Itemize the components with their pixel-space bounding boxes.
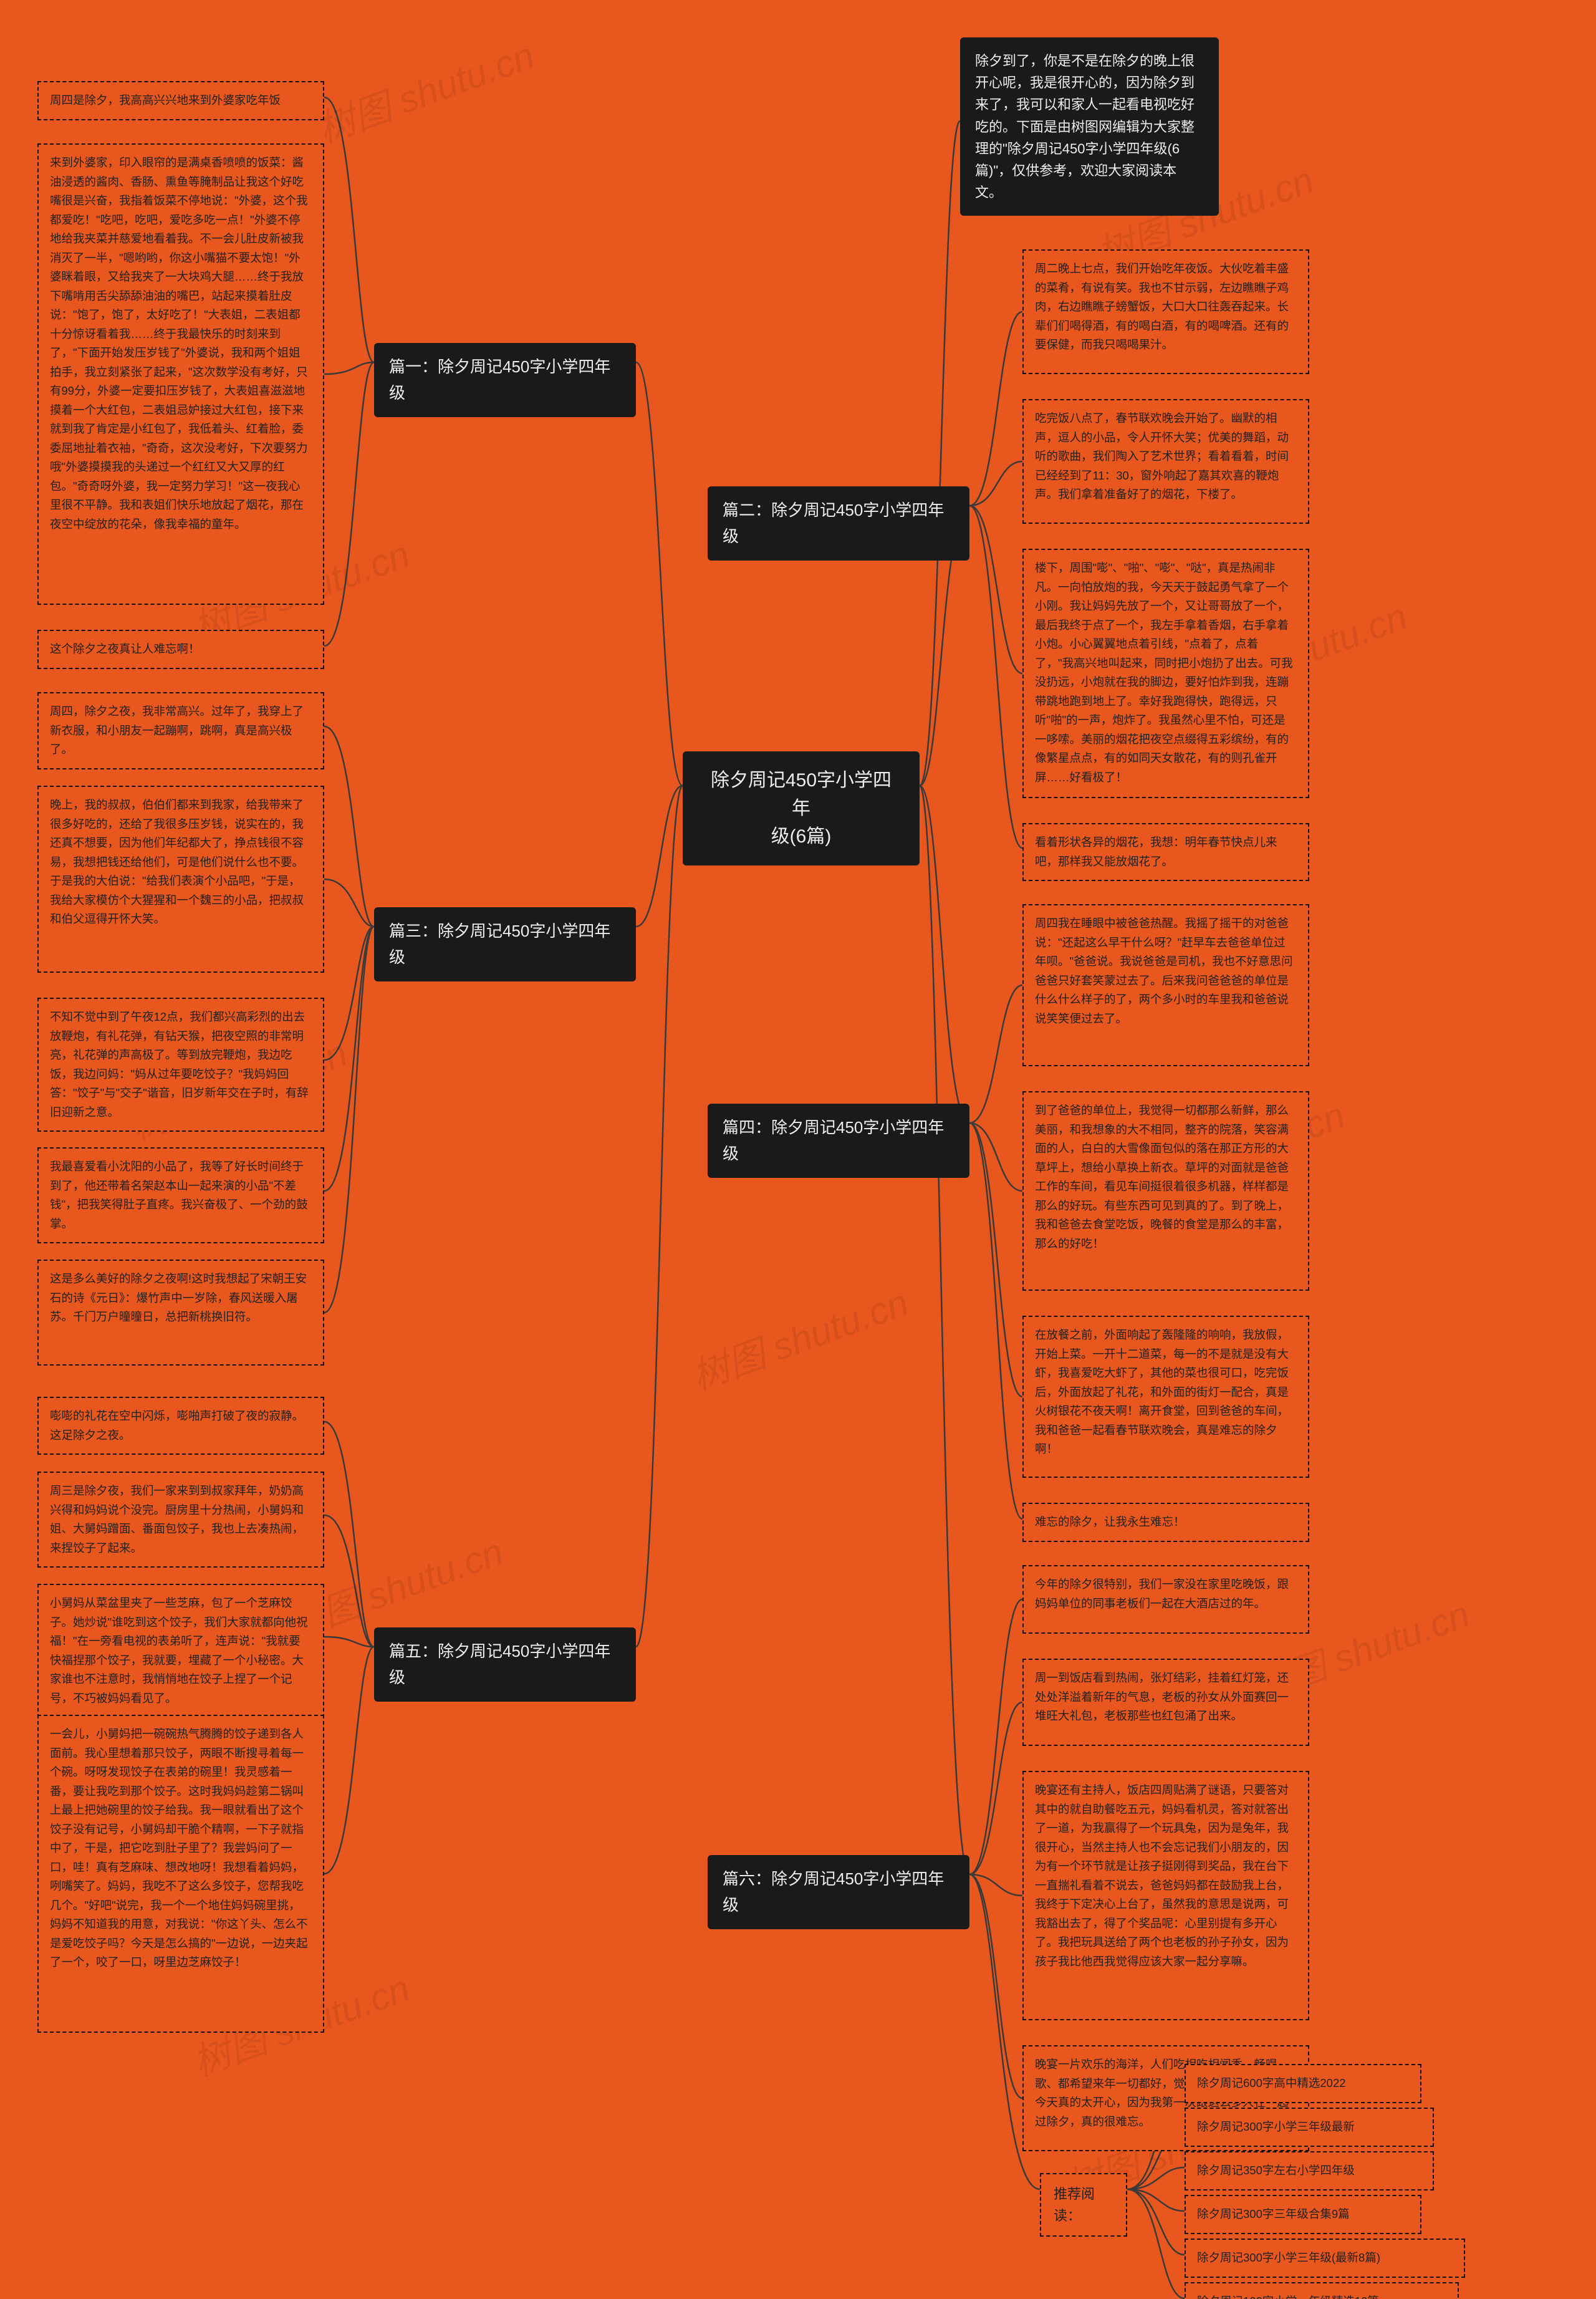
leaf-p6-2: 晚宴还有主持人，饭店四周贴满了谜语，只要答对其中的就自助餐吃五元，妈妈看机灵，答… — [1022, 1771, 1309, 2020]
branch-title-p4: 篇四：除夕周记450字小学四年级 — [708, 1104, 969, 1178]
leaf-p2-3: 看着形状各异的烟花，我想：明年春节快点儿来吧，那样我又能放烟花了。 — [1022, 823, 1309, 881]
branch-title-p1: 篇一：除夕周记450字小学四年级 — [374, 343, 636, 417]
leaf-p4-3: 难忘的除夕，让我永生难忘！ — [1022, 1503, 1309, 1542]
leaf-p2-2: 楼下，周围"嘭"、"啪"、"嘭"、"哒"，真是热闹非凡。一向怕放炮的我，今天天于… — [1022, 549, 1309, 798]
leaf-p5-3: 一会儿，小舅妈把一碗碗热气腾腾的饺子递到各人面前。我心里想着那只饺子，两眼不断搜… — [37, 1715, 324, 2033]
recommend-label: 推荐阅读： — [1054, 2186, 1095, 2224]
branch-title-p5: 篇五：除夕周记450字小学四年级 — [374, 1627, 636, 1702]
branch-title-p6: 篇六：除夕周记450字小学四年级 — [708, 1855, 969, 1929]
leaf-p2-1: 吃完饭八点了，春节联欢晚会开始了。幽默的相声，逗人的小品，令人开怀大笑；优美的舞… — [1022, 399, 1309, 524]
leaf-p3-2: 不知不觉中到了午夜12点，我们都兴高彩烈的出去放鞭炮，有礼花弹，有钻天猴，把夜空… — [37, 998, 324, 1132]
watermark: 树图 shutu.cn — [309, 25, 541, 153]
leaf-p6-0: 今年的除夕很特别，我们一家没在家里吃晚饭，跟妈妈单位的同事老板们一起在大酒店过的… — [1022, 1565, 1309, 1634]
leaf-p1-0: 周四是除夕，我高高兴兴地来到外婆家吃年饭 — [37, 81, 324, 120]
leaf-p4-2: 在放餐之前，外面响起了轰隆隆的响响，我放假，开始上菜。一开十二道菜，每一的不是就… — [1022, 1316, 1309, 1478]
branch-title-p3: 篇三：除夕周记450字小学四年级 — [374, 907, 636, 981]
recommend-item-2: 除夕周记350字左右小学四年级 — [1185, 2151, 1434, 2191]
watermark: 树图 shutu.cn — [683, 1272, 915, 1400]
leaf-p4-0: 周四我在睡眼中被爸爸热醒。我摇了摇干的对爸爸说："还起这么早干什么呀？"赶早车去… — [1022, 904, 1309, 1066]
leaf-p3-3: 我最喜爱看小沈阳的小品了，我等了好长时间终于到了，他还带着名架赵本山一起来演的小… — [37, 1147, 324, 1243]
recommend-item-0: 除夕周记600字高中精选2022 — [1185, 2064, 1421, 2103]
recommend-item-1: 除夕周记300字小学三年级最新 — [1185, 2108, 1434, 2147]
leaf-p1-2: 这个除夕之夜真让人难忘啊！ — [37, 630, 324, 669]
mindmap-canvas: 树图 shutu.cn树图 shutu.cn树图 shutu.cn树图 shut… — [0, 0, 1596, 2299]
leaf-p5-2: 小舅妈从菜盆里夹了一些芝麻，包了一个芝麻饺子。她炒说"谁吃到这个饺子，我们大家就… — [37, 1584, 324, 1718]
center-node: 除夕周记450字小学四年级(6篇) — [683, 751, 920, 865]
leaf-p3-4: 这是多么美好的除夕之夜啊!这时我想起了宋朝王安石的诗《元日》：爆竹声中一岁除，春… — [37, 1260, 324, 1366]
center-label: 除夕周记450字小学四年级(6篇) — [711, 770, 892, 847]
leaf-p5-1: 周三是除夕夜，我们一家来到到叔家拜年，奶奶高兴得和妈妈说个没完。厨房里十分热闹，… — [37, 1472, 324, 1568]
intro-node: 除夕到了，你是不是在除夕的晚上很开心呢，我是很开心的，因为除夕到来了，我可以和家… — [960, 37, 1219, 216]
recommend-label-node: 推荐阅读： — [1040, 2173, 1127, 2237]
leaf-p4-1: 到了爸爸的单位上，我觉得一切都那么新鲜，那么美丽，和我想象的大不相同，整齐的院落… — [1022, 1091, 1309, 1291]
leaf-p6-1: 周一到饭店看到热闹，张灯结彩，挂着红灯笼，还处处洋溢着新年的气息，老板的孙女从外… — [1022, 1659, 1309, 1746]
branch-title-p2: 篇二：除夕周记450字小学四年级 — [708, 486, 969, 561]
leaf-p5-0: 嘭嘭的礼花在空中闪烁，嘭啪声打破了夜的寂静。这足除夕之夜。 — [37, 1397, 324, 1455]
leaf-p1-1: 来到外婆家，印入眼帘的是满桌香喷喷的饭菜：酱油浸透的酱肉、香肠、熏鱼等腌制品让我… — [37, 143, 324, 605]
recommend-item-5: 除夕周记100字小学一年级精选10篇 — [1185, 2282, 1459, 2299]
leaf-p3-1: 晚上，我的叔叔，伯伯们都来到我家，给我带来了很多好吃的，还给了我很多压岁钱，说实… — [37, 786, 324, 973]
leaf-p2-0: 周二晚上七点，我们开始吃年夜饭。大伙吃着丰盛的菜肴，有说有笑。我也不甘示弱，左边… — [1022, 249, 1309, 374]
leaf-p3-0: 周四，除夕之夜，我非常高兴。过年了，我穿上了新衣服，和小朋友一起蹦啊，跳啊，真是… — [37, 692, 324, 769]
intro-text: 除夕到了，你是不是在除夕的晚上很开心呢，我是很开心的，因为除夕到来了，我可以和家… — [975, 53, 1195, 200]
recommend-item-4: 除夕周记300字小学三年级(最新8篇) — [1185, 2239, 1465, 2278]
recommend-item-3: 除夕周记300字三年级合集9篇 — [1185, 2195, 1421, 2234]
